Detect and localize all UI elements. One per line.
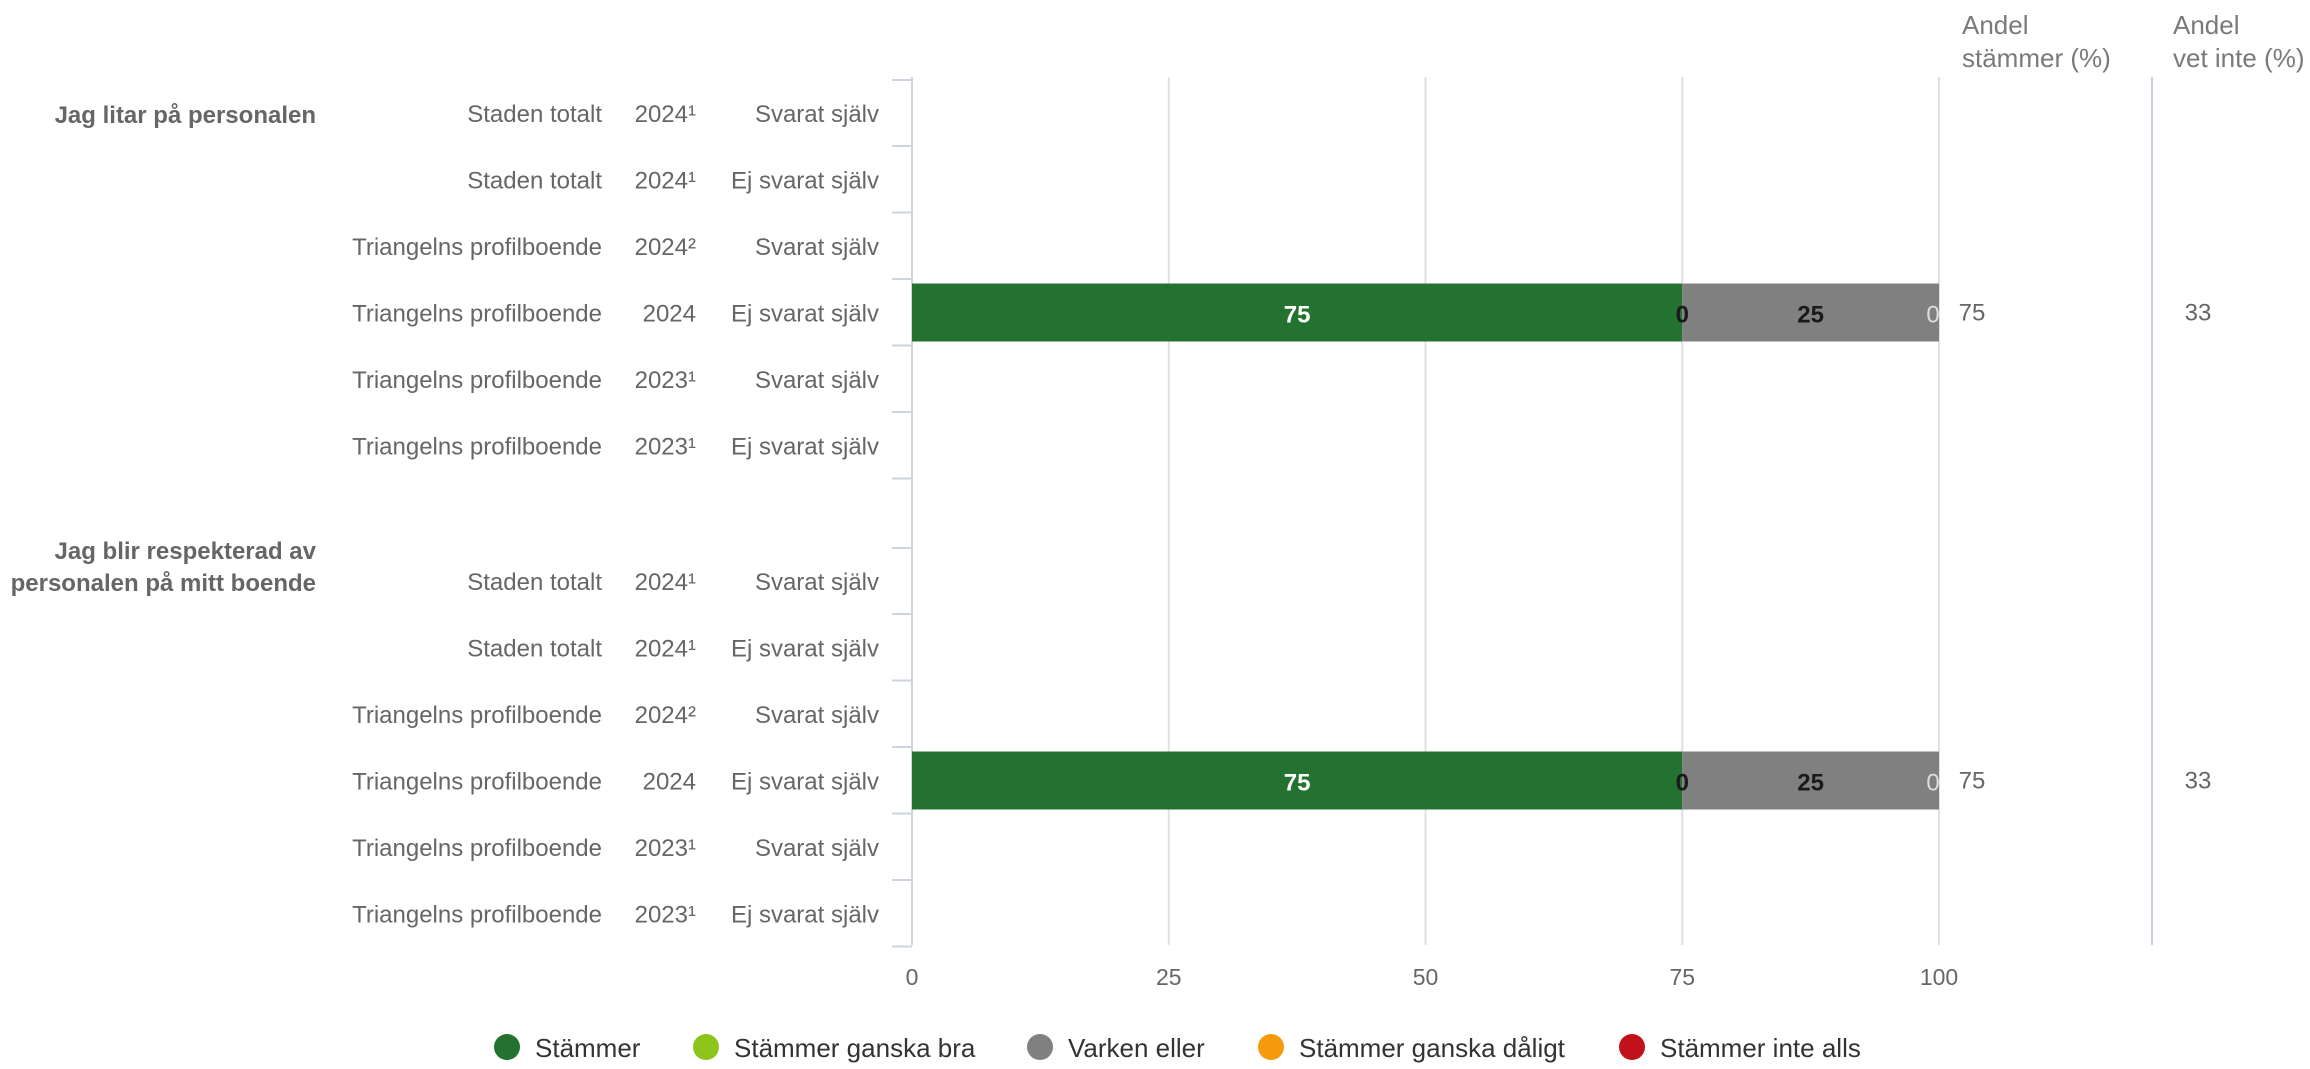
bar-data-label: 25 [1797,770,1824,797]
row-respondent-label: Ej svarat själv [731,902,879,929]
row-year-label: 2024² [635,702,696,729]
column-header: Andel [2173,10,2240,40]
share-agree-value: 75 [1959,300,1986,327]
row-year-label: 2023¹ [635,434,696,461]
column-header: stämmer (%) [1962,43,2111,73]
row-respondent-label: Svarat själv [755,835,879,862]
share-dontknow-value: 33 [2185,300,2212,327]
bar-data-label: 0 [1926,770,1939,797]
share-agree-value: 75 [1959,768,1986,795]
column-header: vet inte (%) [2173,43,2305,73]
row-respondent-label: Svarat själv [755,234,879,261]
row-respondent-label: Svarat själv [755,702,879,729]
legend-label: Stämmer ganska dåligt [1299,1033,1566,1063]
share-dontknow-value: 33 [2185,768,2212,795]
row-unit-label: Staden totalt [467,636,602,663]
row-respondent-label: Ej svarat själv [731,769,879,796]
row-unit-label: Staden totalt [467,168,602,195]
legend-marker [1619,1034,1645,1060]
row-unit-label: Triangelns profilboende [352,234,602,261]
row-unit-label: Triangelns profilboende [352,835,602,862]
question-label: Jag litar på personalen [55,102,316,129]
row-year-label: 2024 [643,769,696,796]
column-header: Andel [1962,10,2029,40]
row-unit-label: Triangelns profilboende [352,902,602,929]
legend-label: Stämmer [535,1033,641,1063]
legend-marker [693,1034,719,1060]
row-unit-label: Staden totalt [467,569,602,596]
row-year-label: 2024¹ [635,101,696,128]
row-unit-label: Staden totalt [467,101,602,128]
question-label: personalen på mitt boende [11,570,316,597]
row-respondent-label: Ej svarat själv [731,301,879,328]
legend-label: Stämmer inte alls [1660,1033,1861,1063]
legend-marker [1258,1034,1284,1060]
bar-data-label: 0 [1926,302,1939,329]
bar-data-label: 75 [1284,770,1311,797]
bar-data-label: 75 [1284,302,1311,329]
bar-segment [1682,751,1939,810]
question-label: Jag blir respekterad av [55,538,317,565]
bar-segment [1682,283,1939,342]
bar-segment [912,751,1683,810]
row-unit-label: Triangelns profilboende [352,367,602,394]
row-year-label: 2023¹ [635,835,696,862]
row-year-label: 2023¹ [635,902,696,929]
bar-segment [912,283,1683,342]
row-year-label: 2023¹ [635,367,696,394]
x-tick-label: 75 [1669,964,1695,990]
row-year-label: 2024¹ [635,168,696,195]
bar-data-label: 25 [1797,302,1824,329]
row-unit-label: Triangelns profilboende [352,301,602,328]
x-tick-label: 0 [906,964,919,990]
row-year-label: 2024¹ [635,569,696,596]
legend-marker [1027,1034,1053,1060]
row-respondent-label: Svarat själv [755,367,879,394]
bar-data-label: 0 [1676,302,1689,329]
bar-data-label: 0 [1676,770,1689,797]
row-respondent-label: Ej svarat själv [731,168,879,195]
row-year-label: 2024² [635,234,696,261]
legend-marker [494,1034,520,1060]
row-unit-label: Triangelns profilboende [352,702,602,729]
row-respondent-label: Svarat själv [755,569,879,596]
x-tick-label: 25 [1156,964,1182,990]
row-unit-label: Triangelns profilboende [352,434,602,461]
row-respondent-label: Ej svarat själv [731,636,879,663]
row-year-label: 2024 [643,301,696,328]
row-respondent-label: Ej svarat själv [731,434,879,461]
row-respondent-label: Svarat själv [755,101,879,128]
x-tick-label: 100 [1920,964,1958,990]
row-year-label: 2024¹ [635,636,696,663]
row-unit-label: Triangelns profilboende [352,769,602,796]
legend-label: Varken eller [1068,1033,1205,1063]
x-tick-label: 50 [1413,964,1439,990]
legend-label: Stämmer ganska bra [734,1033,976,1063]
